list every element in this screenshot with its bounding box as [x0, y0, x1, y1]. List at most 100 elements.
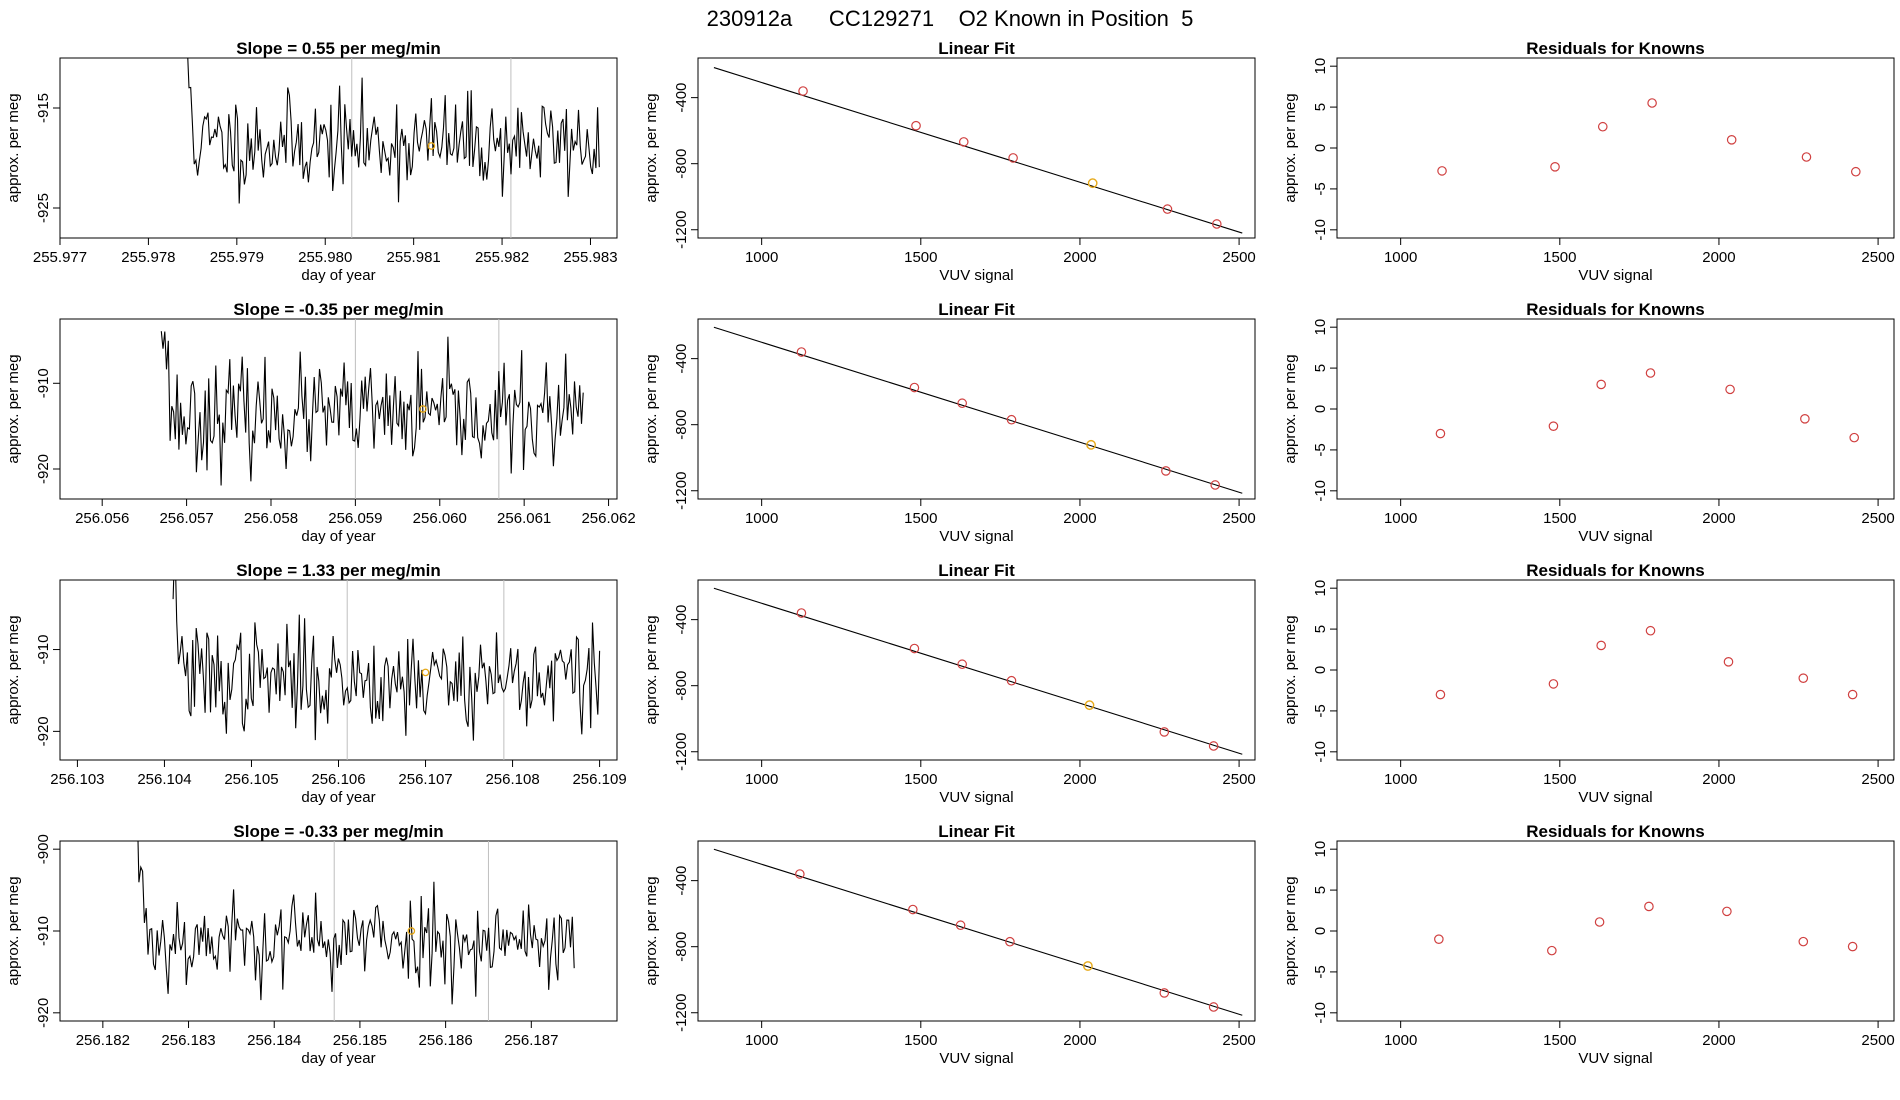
data-point	[958, 137, 969, 147]
data-point	[1847, 941, 1858, 952]
data-point	[1798, 936, 1809, 947]
y-tick-label: -910	[35, 368, 52, 398]
y-tick-label: -400	[673, 344, 690, 374]
y-tick-label: -400	[673, 605, 690, 635]
x-tick-label: 2000	[1702, 249, 1735, 266]
x-tick-label: 1500	[1543, 249, 1576, 266]
series-line-0	[160, 331, 584, 486]
plot-frame	[59, 318, 618, 500]
y-tick-label: -10	[1312, 480, 1329, 502]
x-tick-label: 2000	[1063, 249, 1096, 266]
x-tick-label: 256.060	[413, 510, 467, 527]
panel-title: Slope = -0.35 per meg/min	[233, 300, 443, 319]
y-tick-label: 10	[1312, 319, 1329, 336]
panel-linear-fit-row4: Linear Fit 1000 1500 2000 2500 -1200 -800 -400 V…	[643, 822, 1256, 1067]
data-point	[1801, 152, 1812, 162]
y-tick-label: -800	[673, 671, 690, 701]
data-point	[1437, 166, 1447, 176]
data-point	[1208, 1002, 1219, 1012]
data-point	[1159, 988, 1170, 998]
data-point	[1210, 480, 1221, 490]
y-tick-label: -800	[673, 149, 690, 179]
x-tick-label: 2500	[1861, 1032, 1894, 1049]
y-tick-label: 5	[1312, 364, 1329, 372]
y-tick-label: 0	[1312, 666, 1329, 674]
x-tick-label: 256.104	[137, 771, 191, 788]
data-point	[1594, 917, 1605, 927]
x-tick-label: 2500	[1222, 771, 1255, 788]
y-tick-label: -910	[35, 635, 52, 665]
panel-title: Residuals for Knowns	[1526, 39, 1705, 58]
x-tick-label: 256.059	[328, 510, 382, 527]
y-axis-label: approx. per meg	[1282, 876, 1299, 985]
data-point	[1726, 135, 1737, 145]
plot-area	[137, 841, 575, 1021]
y-tick-label: 0	[1312, 405, 1329, 413]
data-point	[1645, 625, 1656, 636]
panel-residuals-row1: Residuals for Knowns 1000 1500 2000 2500 -10 -…	[1282, 39, 1895, 284]
data-point	[1435, 689, 1446, 700]
data-point	[909, 643, 920, 654]
panel-residuals-row4: Residuals for Knowns 1000 1500 2000 2500 -10 -…	[1282, 822, 1895, 1067]
x-tick-label: 256.105	[224, 771, 278, 788]
plot-area	[172, 580, 601, 760]
data-point	[1208, 741, 1219, 751]
y-tick-label: -400	[673, 866, 690, 896]
data-point	[1798, 673, 1809, 683]
plot-frame	[697, 318, 1256, 500]
data-point	[1725, 384, 1735, 395]
x-tick-label: 2000	[1063, 771, 1096, 788]
x-tick-label: 255.981	[387, 249, 441, 266]
x-axis-label: VUV signal	[939, 267, 1013, 284]
y-tick-label: -400	[673, 83, 690, 113]
y-tick-label: -920	[35, 454, 52, 484]
x-tick-label: 1500	[904, 771, 937, 788]
x-tick-label: 2000	[1063, 510, 1096, 527]
panel-linear-fit-row1: Linear Fit 1000 1500 2000 2500 -1200 -800 -400 V…	[643, 39, 1256, 284]
plot-area	[713, 587, 1243, 755]
y-tick-label: -1200	[673, 994, 690, 1032]
x-tick-label: 2000	[1063, 1032, 1096, 1049]
known-sample-point	[1083, 961, 1093, 971]
y-tick-label: -10	[1312, 219, 1329, 241]
x-axis-label: VUV signal	[939, 1050, 1013, 1067]
x-tick-label: 256.187	[504, 1032, 558, 1049]
known-sample-point	[407, 927, 416, 935]
x-tick-label: 2000	[1702, 1032, 1735, 1049]
x-axis-label: VUV signal	[1578, 1050, 1652, 1067]
panel-title: Residuals for Knowns	[1526, 561, 1705, 580]
plot-area	[160, 319, 584, 499]
x-tick-label: 255.980	[298, 249, 352, 266]
x-axis-label: VUV signal	[939, 789, 1013, 806]
x-tick-label: 255.979	[210, 249, 264, 266]
plot-frame	[1336, 579, 1895, 761]
x-tick-label: 2500	[1861, 510, 1894, 527]
x-tick-label: 2500	[1861, 771, 1894, 788]
x-tick-label: 256.107	[398, 771, 452, 788]
x-tick-label: 1000	[745, 510, 778, 527]
x-axis-label: day of year	[301, 528, 375, 545]
y-tick-label: 5	[1312, 886, 1329, 894]
known-sample-point	[1084, 700, 1095, 711]
plot-area	[1437, 98, 1861, 177]
x-tick-label: 256.061	[497, 510, 551, 527]
plot-frame	[1336, 57, 1895, 239]
data-point	[796, 608, 807, 618]
data-point	[1847, 689, 1858, 700]
fit-line	[713, 326, 1243, 494]
plot-area	[713, 848, 1243, 1016]
x-tick-label: 256.103	[50, 771, 104, 788]
plot-area	[1435, 625, 1858, 700]
x-tick-label: 255.977	[33, 249, 87, 266]
panel-title: Linear Fit	[938, 822, 1015, 841]
y-axis-label: approx. per meg	[643, 615, 660, 724]
y-axis-label: approx. per meg	[5, 615, 22, 724]
plot-area	[1434, 901, 1858, 956]
data-point	[1722, 906, 1732, 917]
fit-line	[713, 848, 1243, 1016]
x-tick-label: 256.182	[76, 1032, 130, 1049]
panel-residuals-row2: Residuals for Knowns 1000 1500 2000 2500 -10 -…	[1282, 300, 1895, 545]
x-tick-label: 1000	[1384, 510, 1417, 527]
y-tick-label: -925	[35, 193, 52, 223]
data-point	[1008, 153, 1018, 163]
